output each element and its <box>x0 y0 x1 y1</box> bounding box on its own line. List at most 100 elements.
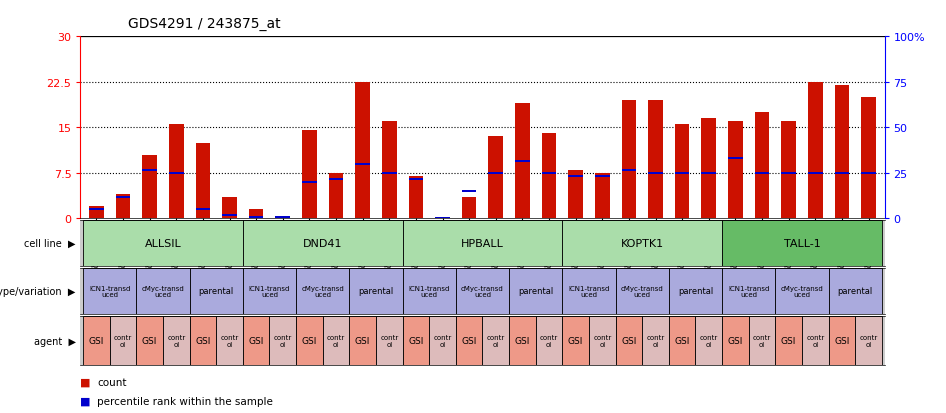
Bar <box>409 176 423 219</box>
Bar <box>722 221 882 266</box>
Bar <box>302 131 317 219</box>
Text: contr
ol: contr ol <box>700 335 718 347</box>
Bar <box>243 316 270 366</box>
Bar <box>569 176 583 178</box>
Bar <box>296 316 323 366</box>
Bar <box>648 172 663 175</box>
Bar <box>270 316 296 366</box>
Bar <box>695 316 722 366</box>
Bar <box>169 172 184 175</box>
Bar <box>829 268 882 314</box>
Bar <box>169 125 184 219</box>
Bar <box>382 172 396 175</box>
Bar <box>296 268 349 314</box>
Bar <box>89 207 104 219</box>
Text: contr
ol: contr ol <box>593 335 611 347</box>
Bar <box>535 316 562 366</box>
Bar <box>328 173 343 219</box>
Text: parental: parental <box>359 287 394 296</box>
Bar <box>243 221 403 266</box>
Bar <box>196 143 210 219</box>
Text: GSI: GSI <box>674 336 690 345</box>
Bar <box>189 316 217 366</box>
Bar <box>802 316 829 366</box>
Text: parental: parental <box>678 287 713 296</box>
Bar <box>834 172 850 175</box>
Text: ■: ■ <box>80 377 91 387</box>
Text: GSI: GSI <box>515 336 530 345</box>
Bar <box>674 172 690 175</box>
Text: GSI: GSI <box>89 336 104 345</box>
Bar <box>382 122 396 219</box>
Bar <box>781 122 796 219</box>
Text: ICN1-transd
uced: ICN1-transd uced <box>249 285 290 297</box>
Text: ICN1-transd
uced: ICN1-transd uced <box>728 285 769 297</box>
Bar <box>701 119 716 219</box>
Text: cMyc-transd
uced: cMyc-transd uced <box>302 285 344 297</box>
Bar <box>435 217 450 219</box>
Text: ICN1-transd
uced: ICN1-transd uced <box>89 285 131 297</box>
Text: ICN1-transd
uced: ICN1-transd uced <box>569 285 609 297</box>
Bar <box>515 104 530 219</box>
Text: GSI: GSI <box>622 336 637 345</box>
Bar <box>83 316 110 366</box>
Text: GSI: GSI <box>727 336 744 345</box>
Bar <box>542 134 556 219</box>
Text: contr
ol: contr ol <box>433 335 451 347</box>
Bar <box>562 316 589 366</box>
Text: agent  ▶: agent ▶ <box>34 336 76 346</box>
Bar <box>376 316 403 366</box>
Text: KOPTK1: KOPTK1 <box>621 239 664 249</box>
Bar <box>562 268 616 314</box>
Text: contr
ol: contr ol <box>220 335 238 347</box>
Bar <box>115 195 131 219</box>
Text: contr
ol: contr ol <box>806 335 824 347</box>
Text: contr
ol: contr ol <box>327 335 345 347</box>
Bar <box>642 316 669 366</box>
Bar <box>163 316 189 366</box>
Bar <box>834 85 850 219</box>
Bar <box>509 316 535 366</box>
Text: parental: parental <box>837 287 873 296</box>
Text: GSI: GSI <box>781 336 797 345</box>
Bar <box>249 210 264 219</box>
Bar <box>328 178 343 180</box>
Text: GSI: GSI <box>249 336 264 345</box>
Bar <box>189 268 243 314</box>
Text: contr
ol: contr ol <box>486 335 505 347</box>
Bar <box>589 316 616 366</box>
Text: GSI: GSI <box>142 336 157 345</box>
Bar <box>136 316 163 366</box>
Text: contr
ol: contr ol <box>540 335 558 347</box>
Bar <box>616 268 669 314</box>
Bar <box>435 217 450 219</box>
Text: contr
ol: contr ol <box>753 335 771 347</box>
Bar <box>542 172 556 175</box>
Bar <box>808 172 823 175</box>
Bar <box>356 83 370 219</box>
Bar <box>222 215 236 217</box>
Text: ALLSIL: ALLSIL <box>145 239 182 249</box>
Text: GSI: GSI <box>409 336 424 345</box>
Bar <box>222 198 236 219</box>
Text: cMyc-transd
uced: cMyc-transd uced <box>780 285 823 297</box>
Bar <box>249 216 264 218</box>
Text: GSI: GSI <box>462 336 477 345</box>
Bar <box>302 181 317 184</box>
Bar <box>781 172 796 175</box>
Bar <box>462 198 477 219</box>
Bar <box>748 316 776 366</box>
Text: ICN1-transd
uced: ICN1-transd uced <box>409 285 450 297</box>
Bar <box>142 169 157 171</box>
Text: cMyc-transd
uced: cMyc-transd uced <box>621 285 663 297</box>
Bar <box>482 316 509 366</box>
Text: GSI: GSI <box>302 336 317 345</box>
Text: ■: ■ <box>80 396 91 406</box>
Bar <box>562 221 722 266</box>
Text: DND41: DND41 <box>303 239 342 249</box>
Text: TALL-1: TALL-1 <box>783 239 820 249</box>
Bar <box>456 316 482 366</box>
Bar <box>356 163 370 166</box>
Bar <box>674 125 690 219</box>
Bar <box>83 268 136 314</box>
